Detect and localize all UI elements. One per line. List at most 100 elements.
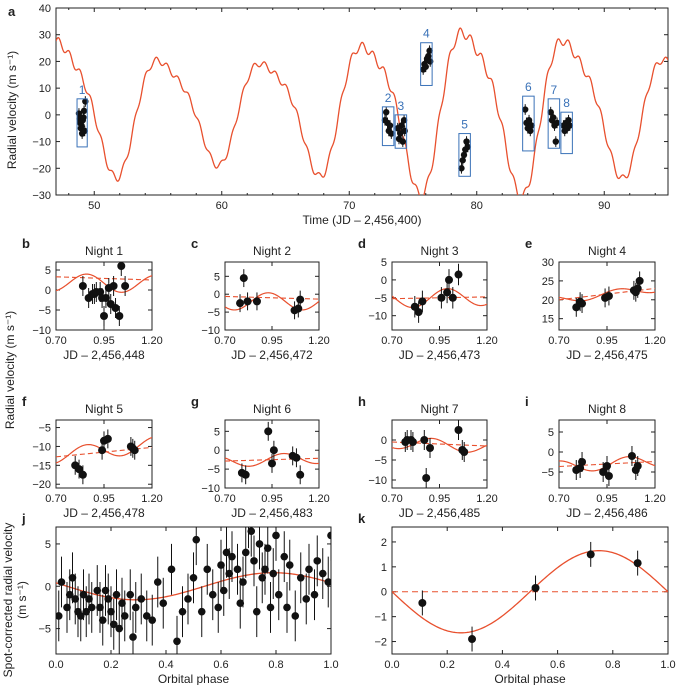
panel-c: 0.70 0.95 1.20 −10 −5 0 5 c Night 2 JD – 2,456,47… bbox=[191, 236, 330, 362]
x-tick-label: 0.70 bbox=[548, 493, 569, 505]
night-box bbox=[381, 106, 395, 147]
data-point bbox=[78, 122, 85, 129]
x-axis-label: JD – 2,456,473 bbox=[399, 348, 481, 362]
y-tick-label: −5 bbox=[207, 464, 220, 476]
data-point bbox=[219, 586, 228, 595]
data-point bbox=[241, 548, 250, 557]
data-point bbox=[400, 117, 408, 124]
data-point bbox=[414, 308, 423, 317]
y-tick-label: −5 bbox=[38, 305, 51, 317]
y-tick-label: 15 bbox=[542, 314, 554, 326]
data-point bbox=[56, 612, 63, 620]
data-point bbox=[65, 590, 74, 599]
panel-title: Night 5 bbox=[85, 402, 123, 416]
panel-title: Night 4 bbox=[588, 244, 626, 258]
data-point bbox=[272, 531, 280, 540]
y-tick-label: 0 bbox=[45, 285, 51, 297]
panel-f: 0.70 0.95 1.20 −20 −15 −10 −5 f Night 5 JD – 2,45… bbox=[22, 394, 163, 520]
bottom-y-axis-label-line1: Spot-corrected radial velocity bbox=[1, 523, 15, 678]
data-point bbox=[291, 612, 300, 620]
y-tick-label: −5 bbox=[541, 467, 554, 479]
data-point bbox=[586, 550, 595, 559]
plot-area bbox=[56, 429, 152, 485]
y-tick-label: −10 bbox=[368, 475, 387, 487]
y-tick-label: −5 bbox=[38, 624, 51, 636]
panel-e: 0.70 0.95 1.20 15 20 25 30 e Night 4 JD – 2,456,4… bbox=[525, 236, 666, 362]
data-point bbox=[398, 122, 405, 129]
x-tick-label: 0.70 bbox=[45, 335, 66, 347]
data-point bbox=[78, 282, 87, 290]
model-curve bbox=[392, 437, 487, 453]
data-point bbox=[553, 119, 561, 127]
model-curve bbox=[392, 288, 487, 309]
x-tick-label: 0.6 bbox=[213, 659, 228, 671]
data-point bbox=[82, 607, 91, 616]
data-point bbox=[159, 599, 168, 607]
data-point bbox=[107, 607, 115, 616]
data-point bbox=[57, 578, 66, 586]
plot-area bbox=[559, 446, 655, 486]
x-tick-label: 0.70 bbox=[381, 335, 402, 347]
y-tick-label: 5 bbox=[381, 257, 387, 269]
data-point bbox=[137, 595, 146, 603]
data-point bbox=[245, 519, 253, 527]
data-point bbox=[243, 297, 252, 306]
y-tick-label: 1 bbox=[381, 562, 387, 574]
y-tick-label: −5 bbox=[38, 423, 51, 435]
data-point bbox=[599, 468, 608, 476]
panel-title: Night 2 bbox=[253, 244, 291, 258]
panel-frame bbox=[391, 419, 488, 489]
x-axis-label: JD – 2,456,485 bbox=[399, 506, 481, 520]
data-point bbox=[79, 590, 88, 599]
data-point bbox=[236, 599, 245, 607]
y-tick-label: −10 bbox=[32, 137, 51, 149]
data-point bbox=[566, 122, 574, 129]
data-point bbox=[153, 578, 162, 586]
data-point bbox=[203, 565, 212, 574]
model-curve bbox=[225, 292, 319, 311]
x-axis-label: JD – 2,456,478 bbox=[63, 506, 145, 520]
night-label: 5 bbox=[461, 118, 468, 132]
data-point bbox=[302, 595, 311, 603]
y-tick-label: −5 bbox=[374, 293, 387, 305]
y-tick-label: 30 bbox=[39, 30, 51, 42]
x-tick-label: 1.0 bbox=[323, 659, 338, 671]
data-point bbox=[130, 446, 139, 455]
x-tick-label: 80 bbox=[471, 200, 483, 212]
panel-letter: i bbox=[525, 394, 529, 409]
panel-frame bbox=[55, 7, 669, 196]
x-tick-label: 0.0 bbox=[384, 659, 399, 671]
data-point bbox=[252, 607, 261, 616]
panel-letter: k bbox=[358, 511, 366, 526]
x-tick-label: 50 bbox=[88, 200, 100, 212]
x-tick-label: 0.95 bbox=[261, 493, 282, 505]
panel-g: 0.70 0.95 1.20 −10 −5 0 5 g Night 6 JD – 2,456,48… bbox=[191, 394, 330, 520]
x-tick-label: 90 bbox=[598, 200, 610, 212]
data-point bbox=[101, 294, 110, 302]
y-tick-label: −30 bbox=[32, 190, 51, 202]
x-tick-label: 0.70 bbox=[548, 335, 569, 347]
data-point bbox=[633, 559, 642, 568]
data-point bbox=[100, 312, 108, 320]
y-tick-label: 40 bbox=[39, 3, 51, 15]
data-point bbox=[264, 427, 273, 436]
data-point bbox=[131, 603, 140, 612]
y-tick-label: 0 bbox=[381, 435, 387, 447]
data-point bbox=[531, 584, 540, 593]
x-tick-label: 0.95 bbox=[429, 335, 450, 347]
data-point bbox=[93, 586, 102, 595]
data-point bbox=[252, 297, 261, 306]
x-tick-label: 0.4 bbox=[495, 659, 510, 671]
plot-area bbox=[392, 263, 487, 323]
plot-area bbox=[56, 27, 668, 195]
night-label: 6 bbox=[525, 80, 532, 94]
data-point bbox=[422, 474, 431, 482]
data-point bbox=[268, 459, 276, 468]
data-point bbox=[327, 531, 331, 540]
plot-area bbox=[559, 271, 655, 317]
data-point bbox=[283, 603, 291, 612]
data-point bbox=[214, 603, 223, 612]
panel-frame bbox=[55, 526, 332, 655]
data-point bbox=[313, 557, 322, 565]
data-point bbox=[208, 590, 217, 599]
